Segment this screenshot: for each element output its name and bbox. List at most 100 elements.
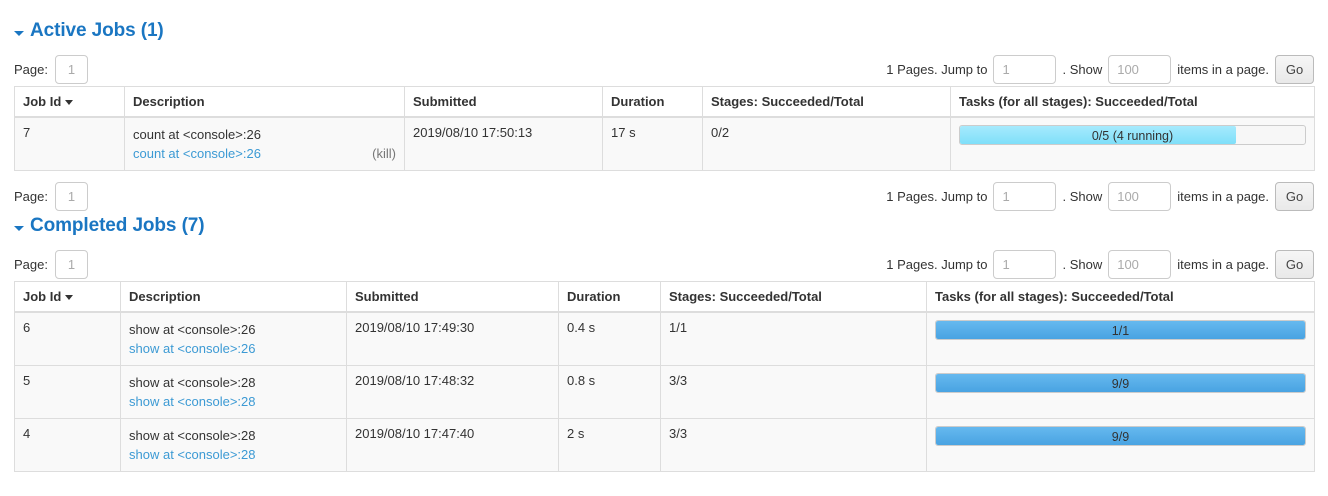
completed-desc-text: show at <console>:28 xyxy=(129,428,256,443)
sort-desc-icon[interactable] xyxy=(65,100,74,105)
progress-bar-fill xyxy=(960,126,1236,144)
completed-col-description-label: Description xyxy=(129,289,201,304)
kill-link[interactable]: (kill) xyxy=(372,146,396,161)
completed-col-tasks[interactable]: Tasks (for all stages): Succeeded/Total xyxy=(926,281,1315,313)
progress-bar-fill xyxy=(936,321,1305,339)
completed-cell-duration: 0.8 s xyxy=(558,365,661,419)
active-jobs-title: Active Jobs (1) xyxy=(30,20,164,41)
progress-bar-label: 1/1 xyxy=(1111,324,1130,338)
active-col-stages[interactable]: Stages: Succeeded/Total xyxy=(702,86,951,118)
completed-jobs-header[interactable]: Completed Jobs (7) xyxy=(14,213,1314,239)
progress-bar-fill xyxy=(936,427,1305,445)
completed-col-submitted-label: Submitted xyxy=(355,289,419,304)
completed-page-label: Page: xyxy=(14,256,48,272)
completed-cell-description: show at <console>:28 show at <console>:2… xyxy=(120,365,347,419)
active-pages-text-top: 1 Pages. Jump to xyxy=(886,61,988,77)
completed-pager-top: Page: 1 Pages. Jump to . Show items in a… xyxy=(14,247,1314,281)
active-jump-input-top[interactable] xyxy=(993,54,1057,84)
completed-desc-link[interactable]: show at <console>:26 xyxy=(129,341,256,356)
caret-down-icon[interactable] xyxy=(14,225,24,231)
completed-cell-stages: 3/3 xyxy=(660,365,927,419)
completed-cell-tasks: 1/1 xyxy=(926,311,1315,366)
completed-cell-job-id: 4 xyxy=(14,418,121,472)
completed-desc-link[interactable]: show at <console>:28 xyxy=(129,447,256,462)
completed-desc-link[interactable]: show at <console>:28 xyxy=(129,394,256,409)
active-col-tasks-label: Tasks (for all stages): Succeeded/Total xyxy=(959,94,1198,109)
active-col-stages-label: Stages: Succeeded/Total xyxy=(711,94,864,109)
completed-col-duration-label: Duration xyxy=(567,289,621,304)
completed-col-job-id[interactable]: Job Id xyxy=(14,281,121,313)
active-items-text-bottom: items in a page. xyxy=(1177,188,1269,204)
completed-col-job-id-label: Job Id xyxy=(23,289,62,304)
completed-cell-submitted: 2019/08/10 17:48:32 xyxy=(346,365,559,419)
active-pager-top: Page: 1 Pages. Jump to . Show items in a… xyxy=(14,52,1314,86)
active-col-description[interactable]: Description xyxy=(124,86,405,118)
completed-cell-stages: 1/1 xyxy=(660,311,927,366)
completed-pages-text: 1 Pages. Jump to xyxy=(886,256,988,272)
progress-bar: 9/9 xyxy=(935,373,1306,393)
completed-items-text: items in a page. xyxy=(1177,256,1269,272)
active-show-input-top[interactable] xyxy=(1108,54,1172,84)
completed-col-stages[interactable]: Stages: Succeeded/Total xyxy=(660,281,927,313)
active-jobs-header[interactable]: Active Jobs (1) xyxy=(14,18,1314,44)
table-row: 7 count at <console>:26 count at <consol… xyxy=(14,116,1315,171)
completed-cell-job-id: 6 xyxy=(14,311,121,366)
completed-table-body: 6 show at <console>:26 show at <console>… xyxy=(14,311,1315,472)
active-page-input-bottom[interactable] xyxy=(54,181,88,211)
active-col-submitted[interactable]: Submitted xyxy=(404,86,603,118)
active-page-label-top: Page: xyxy=(14,61,48,77)
active-page-label-bottom: Page: xyxy=(14,188,48,204)
active-desc-text: count at <console>:26 xyxy=(133,127,261,142)
active-cell-tasks: 0/5 (4 running) xyxy=(950,116,1315,171)
completed-jump-input[interactable] xyxy=(993,249,1057,279)
completed-col-submitted[interactable]: Submitted xyxy=(346,281,559,313)
sort-desc-icon[interactable] xyxy=(65,295,74,300)
completed-col-stages-label: Stages: Succeeded/Total xyxy=(669,289,822,304)
completed-cell-description: show at <console>:28 show at <console>:2… xyxy=(120,418,347,472)
completed-desc-text: show at <console>:26 xyxy=(129,322,256,337)
caret-down-icon[interactable] xyxy=(14,30,24,36)
active-page-input-top[interactable] xyxy=(54,54,88,84)
progress-bar-label: 0/5 (4 running) xyxy=(1091,129,1174,143)
completed-cell-submitted: 2019/08/10 17:49:30 xyxy=(346,311,559,366)
completed-show-input[interactable] xyxy=(1108,249,1172,279)
active-show-label-top: . Show xyxy=(1062,61,1103,77)
completed-cell-duration: 2 s xyxy=(558,418,661,472)
active-go-button-bottom[interactable]: Go xyxy=(1275,181,1314,211)
completed-col-tasks-label: Tasks (for all stages): Succeeded/Total xyxy=(935,289,1174,304)
progress-bar-label: 9/9 xyxy=(1111,430,1130,444)
active-cell-submitted: 2019/08/10 17:50:13 xyxy=(404,116,603,171)
active-jobs-table: Job Id Description Submitted Duration St… xyxy=(14,86,1315,171)
active-col-job-id[interactable]: Job Id xyxy=(14,86,125,118)
completed-desc-text: show at <console>:28 xyxy=(129,375,256,390)
active-jump-input-bottom[interactable] xyxy=(993,181,1057,211)
completed-col-description[interactable]: Description xyxy=(120,281,347,313)
active-col-job-id-label: Job Id xyxy=(23,94,62,109)
active-table-header-row: Job Id Description Submitted Duration St… xyxy=(14,86,1315,118)
active-desc-link[interactable]: count at <console>:26 xyxy=(133,146,261,161)
active-cell-duration: 17 s xyxy=(602,116,703,171)
completed-cell-submitted: 2019/08/10 17:47:40 xyxy=(346,418,559,472)
completed-cell-tasks: 9/9 xyxy=(926,365,1315,419)
completed-table-header-row: Job Id Description Submitted Duration St… xyxy=(14,281,1315,313)
active-go-button-top[interactable]: Go xyxy=(1275,54,1314,84)
table-row: 5 show at <console>:28 show at <console>… xyxy=(14,365,1315,419)
completed-page-input[interactable] xyxy=(54,249,88,279)
table-row: 6 show at <console>:26 show at <console>… xyxy=(14,311,1315,366)
completed-cell-description: show at <console>:26 show at <console>:2… xyxy=(120,311,347,366)
table-row: 4 show at <console>:28 show at <console>… xyxy=(14,418,1315,472)
completed-cell-duration: 0.4 s xyxy=(558,311,661,366)
active-col-tasks[interactable]: Tasks (for all stages): Succeeded/Total xyxy=(950,86,1315,118)
progress-bar: 9/9 xyxy=(935,426,1306,446)
progress-bar: 1/1 xyxy=(935,320,1306,340)
active-show-input-bottom[interactable] xyxy=(1108,181,1172,211)
active-show-label-bottom: . Show xyxy=(1062,188,1103,204)
active-cell-stages: 0/2 xyxy=(702,116,951,171)
completed-col-duration[interactable]: Duration xyxy=(558,281,661,313)
active-col-duration-label: Duration xyxy=(611,94,665,109)
completed-jobs-title: Completed Jobs (7) xyxy=(30,215,205,236)
progress-bar-label: 9/9 xyxy=(1111,377,1130,391)
active-col-duration[interactable]: Duration xyxy=(602,86,703,118)
active-pages-text-bottom: 1 Pages. Jump to xyxy=(886,188,988,204)
completed-go-button[interactable]: Go xyxy=(1275,249,1314,279)
